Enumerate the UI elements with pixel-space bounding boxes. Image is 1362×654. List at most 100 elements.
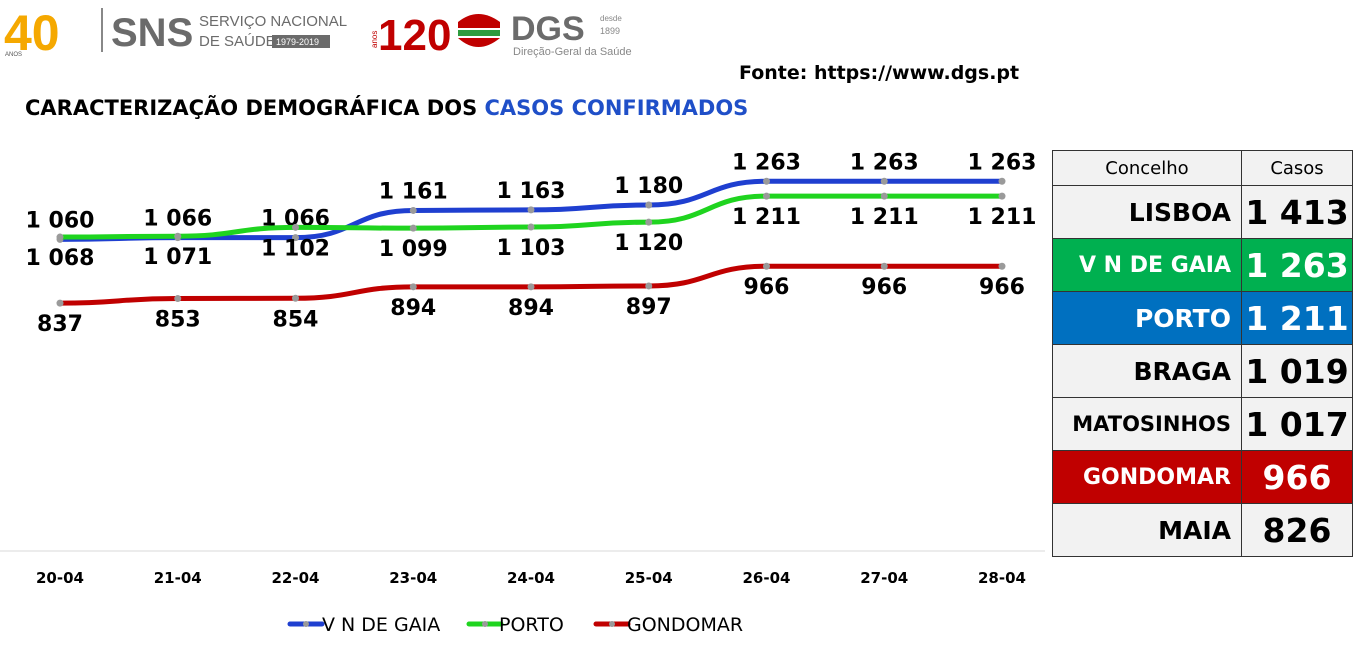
dgs-since-year: 1899 — [600, 26, 620, 36]
cases-table: Concelho Casos LISBOA 1 413 V N DE GAIA … — [1052, 150, 1353, 557]
data-point — [880, 262, 888, 270]
legend-marker — [303, 621, 309, 627]
data-label: 1 103 — [497, 236, 566, 261]
row-value: 966 — [1241, 450, 1353, 504]
row-name: BRAGA — [1052, 344, 1242, 398]
title-highlight: CASOS CONFIRMADOS — [484, 96, 749, 120]
dgs-name: DGS — [511, 10, 585, 48]
data-label: 1 263 — [732, 150, 801, 175]
data-label: 1 068 — [26, 246, 95, 271]
data-point — [763, 177, 770, 185]
chart-title: CARACTERIZAÇÃO DEMOGRÁFICA DOS CASOS CON… — [25, 96, 748, 120]
data-label: 1 211 — [968, 205, 1037, 230]
data-label: 894 — [508, 296, 554, 321]
data-point — [645, 218, 653, 226]
legend-label: PORTO — [499, 614, 564, 636]
title-prefix: CARACTERIZAÇÃO DEMOGRÁFICA DOS — [25, 96, 485, 120]
legend-label: GONDOMAR — [627, 614, 743, 636]
sns-name: SNS — [111, 11, 193, 55]
data-point — [998, 192, 1006, 200]
legend-marker — [482, 621, 488, 627]
logos-banner: 40 ANOS SNS SERVIÇO NACIONAL DE SAÚDE 19… — [4, 5, 632, 61]
row-name: PORTO — [1052, 291, 1242, 345]
table-row: PORTO 1 211 — [1052, 291, 1353, 345]
data-label: 1 180 — [614, 174, 683, 199]
data-point — [763, 192, 770, 200]
sns-divider — [101, 8, 103, 52]
dgs-emblem — [458, 14, 500, 28]
legend-marker — [609, 621, 615, 627]
data-point — [645, 201, 653, 209]
row-value: 1 413 — [1241, 185, 1353, 239]
data-label: 894 — [390, 296, 436, 321]
source-text: Fonte: https://www.dgs.pt — [739, 62, 1020, 84]
row-name: LISBOA — [1052, 185, 1242, 239]
row-value: 1 211 — [1241, 291, 1353, 345]
data-label: 1 211 — [732, 205, 801, 230]
data-label: 1 120 — [614, 231, 683, 256]
data-point — [527, 223, 535, 231]
data-label: 1 066 — [143, 207, 212, 232]
x-tick-label: 26-04 — [743, 569, 791, 587]
table-row: BRAGA 1 019 — [1052, 344, 1353, 398]
row-name: GONDOMAR — [1052, 450, 1242, 504]
data-label: 837 — [37, 312, 83, 337]
row-value: 1 263 — [1241, 238, 1353, 292]
row-value: 826 — [1241, 503, 1353, 557]
sns-years: 1979-2019 — [276, 37, 319, 47]
data-point — [56, 233, 64, 241]
header-casos: Casos — [1241, 150, 1353, 186]
table-row: MAIA 826 — [1052, 503, 1353, 557]
data-point — [409, 283, 417, 291]
data-label: 1 163 — [497, 179, 566, 204]
dgs-since: desde — [600, 14, 622, 23]
data-point — [645, 282, 653, 290]
row-name: V N DE GAIA — [1052, 238, 1242, 292]
data-label: 1 060 — [26, 208, 95, 233]
data-point — [292, 294, 299, 302]
row-value: 1 017 — [1241, 397, 1353, 451]
data-point — [292, 234, 299, 242]
data-label: 1 099 — [379, 237, 448, 262]
x-tick-label: 28-04 — [978, 569, 1026, 587]
data-point — [998, 177, 1006, 185]
sns-years-badge — [272, 35, 330, 48]
data-label: 1 102 — [261, 236, 330, 261]
row-name: MAIA — [1052, 503, 1242, 557]
x-tick-label: 25-04 — [625, 569, 673, 587]
data-point — [880, 177, 888, 185]
data-point — [409, 206, 417, 214]
data-point — [174, 295, 182, 303]
data-point — [527, 283, 535, 291]
sns-line2: DE SAÚDE — [199, 33, 276, 50]
data-point — [527, 206, 535, 214]
dgs-anniversary-number: 120 — [378, 11, 451, 60]
table-row: GONDOMAR 966 — [1052, 450, 1353, 504]
x-tick-label: 20-04 — [36, 569, 84, 587]
sns-anniversary-number: 40 — [4, 5, 60, 61]
dgs-emblem-mid — [458, 30, 500, 36]
data-label: 1 263 — [968, 150, 1037, 175]
legend-label: V N DE GAIA — [322, 614, 440, 636]
x-tick-label: 27-04 — [860, 569, 908, 587]
dgs-emblem-base — [458, 38, 500, 47]
row-name: MATOSINHOS — [1052, 397, 1242, 451]
x-tick-label: 23-04 — [389, 569, 437, 587]
data-point — [880, 192, 888, 200]
data-label: 1 161 — [379, 179, 448, 204]
dgs-logo: anos 120 DGS desde 1899 Direção-Geral da… — [370, 10, 632, 60]
data-label: 1 211 — [850, 205, 919, 230]
dgs-anniversary-small: anos — [370, 31, 379, 48]
table-header-row: Concelho Casos — [1052, 150, 1353, 186]
row-value: 1 019 — [1241, 344, 1353, 398]
data-point — [998, 262, 1006, 270]
table-row: LISBOA 1 413 — [1052, 185, 1353, 239]
x-tick-label: 22-04 — [272, 569, 320, 587]
data-label: 853 — [155, 308, 201, 333]
line-chart: 20-04 21-04 22-04 23-04 24-04 25-04 26-04 27-04… — [0, 150, 1045, 636]
data-point — [292, 223, 299, 231]
dgs-subtitle: Direção-Geral da Saúde — [513, 46, 632, 58]
data-point — [56, 299, 64, 307]
data-label: 897 — [626, 295, 672, 320]
x-tick-label: 24-04 — [507, 569, 555, 587]
